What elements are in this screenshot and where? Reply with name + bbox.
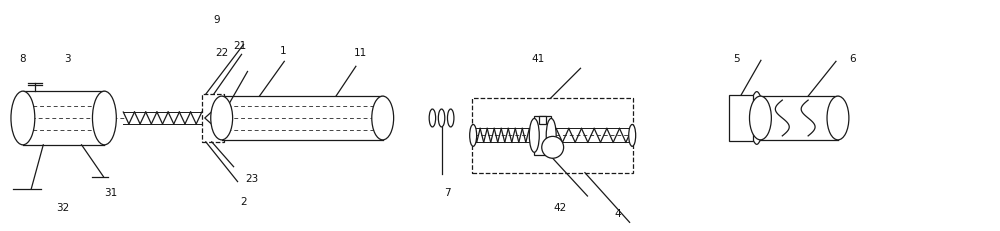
Text: 3: 3 [64,54,71,64]
Ellipse shape [211,96,233,140]
Text: 31: 31 [104,188,117,198]
Text: 32: 32 [56,204,69,213]
Text: 9: 9 [213,15,220,24]
Text: 6: 6 [850,54,856,64]
Ellipse shape [629,125,636,146]
Text: 1: 1 [280,46,287,56]
Ellipse shape [447,109,454,127]
Bar [539,116,546,124]
Bar [472,98,633,173]
Ellipse shape [470,125,477,146]
Ellipse shape [372,96,394,140]
Text: 8: 8 [20,54,26,64]
Ellipse shape [429,109,436,127]
Ellipse shape [546,119,556,152]
Text: 42: 42 [553,204,566,213]
Ellipse shape [529,119,539,152]
Ellipse shape [827,96,849,140]
Text: 11: 11 [354,48,367,58]
Bar [534,116,551,155]
Ellipse shape [92,91,116,145]
Text: 22: 22 [215,48,228,58]
Text: 5: 5 [733,54,740,64]
Bar [729,95,753,141]
Text: 21: 21 [233,41,246,52]
Ellipse shape [749,96,771,140]
Text: 4: 4 [614,210,621,219]
Text: 2: 2 [240,198,247,207]
Text: 41: 41 [531,54,544,64]
Text: 23: 23 [245,174,258,184]
Bar [202,94,224,142]
Ellipse shape [542,136,564,158]
Ellipse shape [438,109,445,127]
Ellipse shape [11,91,35,145]
Text: 7: 7 [444,188,451,198]
